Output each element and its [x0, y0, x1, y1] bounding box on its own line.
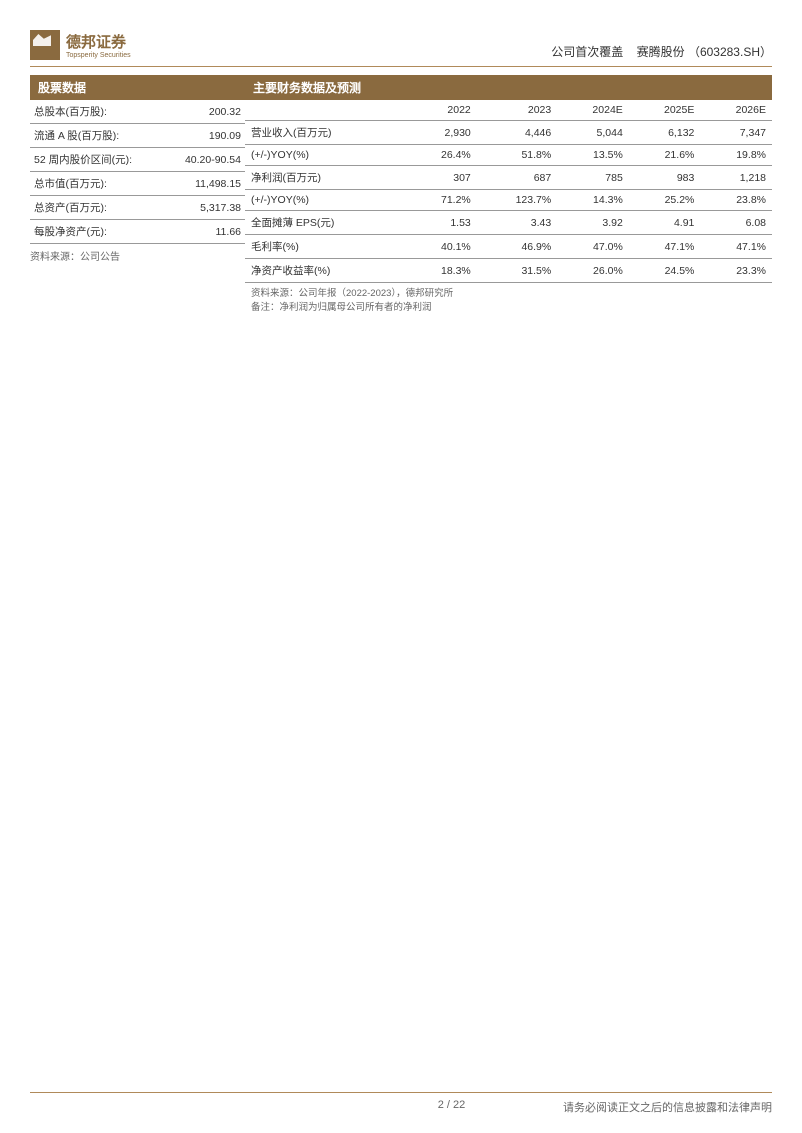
financials-table: 202220232024E2025E2026E 营业收入(百万元)2,9304,… — [245, 100, 772, 283]
stock-value: 11,498.15 — [164, 172, 245, 196]
fin-cell: 23.8% — [700, 190, 772, 211]
stock-data-source: 资料来源：公司公告 — [30, 244, 245, 267]
stock-value: 190.09 — [164, 124, 245, 148]
fin-cell: 51.8% — [477, 145, 557, 166]
stock-data-title: 股票数据 — [30, 75, 245, 100]
fin-row-label: 净利润(百万元) — [245, 166, 406, 190]
logo-text-main: 德邦证券 — [66, 31, 131, 52]
fin-cell: 2,930 — [406, 121, 477, 145]
fin-cell: 14.3% — [557, 190, 629, 211]
fin-row: 毛利率(%)40.1%46.9%47.0%47.1%47.1% — [245, 235, 772, 259]
fin-cell: 47.1% — [700, 235, 772, 259]
fin-row-label: (+/-)YOY(%) — [245, 145, 406, 166]
stock-row: 总股本(百万股):200.32 — [30, 100, 245, 124]
fin-cell: 19.8% — [700, 145, 772, 166]
stock-label: 每股净资产(元): — [30, 220, 164, 244]
fin-cell: 24.5% — [629, 259, 701, 283]
stock-label: 总市值(百万元): — [30, 172, 164, 196]
fin-cell: 3.43 — [477, 211, 557, 235]
fin-cell: 4.91 — [629, 211, 701, 235]
stock-label: 流通 A 股(百万股): — [30, 124, 164, 148]
fin-row: 净利润(百万元)3076877859831,218 — [245, 166, 772, 190]
fin-cell: 18.3% — [406, 259, 477, 283]
ticker-code: （603283.SH） — [688, 45, 772, 59]
financials-title: 主要财务数据及预测 — [245, 75, 772, 100]
fin-year-header: 2023 — [477, 100, 557, 121]
logo-text-sub: Topsperity Securities — [66, 52, 131, 59]
fin-cell: 6,132 — [629, 121, 701, 145]
fin-row-label: 全面摊薄 EPS(元) — [245, 211, 406, 235]
fin-cell: 21.6% — [629, 145, 701, 166]
fin-cell: 123.7% — [477, 190, 557, 211]
fin-row-label: (+/-)YOY(%) — [245, 190, 406, 211]
fin-cell: 687 — [477, 166, 557, 190]
fin-cell: 3.92 — [557, 211, 629, 235]
fin-header-blank — [245, 100, 406, 121]
fin-cell: 26.0% — [557, 259, 629, 283]
company-name: 赛腾股份 — [637, 45, 685, 59]
fin-cell: 47.1% — [629, 235, 701, 259]
financials-note-2: 备注：净利润为归属母公司所有者的净利润 — [251, 301, 772, 315]
fin-row: (+/-)YOY(%)26.4%51.8%13.5%21.6%19.8% — [245, 145, 772, 166]
fin-year-header: 2022 — [406, 100, 477, 121]
stock-label: 52 周内股价区间(元): — [30, 148, 164, 172]
fin-cell: 40.1% — [406, 235, 477, 259]
coverage-type: 公司首次覆盖 — [551, 45, 623, 59]
fin-year-header: 2025E — [629, 100, 701, 121]
fin-cell: 47.0% — [557, 235, 629, 259]
fin-year-header: 2024E — [557, 100, 629, 121]
fin-cell: 785 — [557, 166, 629, 190]
stock-row: 总市值(百万元):11,498.15 — [30, 172, 245, 196]
page-footer: 2 / 22 请务必阅读正文之后的信息披露和法律声明 — [30, 1092, 772, 1115]
company-logo-icon — [30, 30, 60, 60]
fin-row: (+/-)YOY(%)71.2%123.7%14.3%25.2%23.8% — [245, 190, 772, 211]
stock-data-table: 总股本(百万股):200.32流通 A 股(百万股):190.0952 周内股价… — [30, 100, 245, 244]
fin-row-label: 营业收入(百万元) — [245, 121, 406, 145]
stock-row: 流通 A 股(百万股):190.09 — [30, 124, 245, 148]
stock-value: 200.32 — [164, 100, 245, 124]
stock-row: 52 周内股价区间(元):40.20-90.54 — [30, 148, 245, 172]
stock-value: 40.20-90.54 — [164, 148, 245, 172]
stock-label: 总股本(百万股): — [30, 100, 164, 124]
financials-note-1: 资料来源：公司年报（2022-2023），德邦研究所 — [251, 287, 772, 301]
footer-disclaimer: 请务必阅读正文之后的信息披露和法律声明 — [563, 1099, 772, 1115]
fin-cell: 5,044 — [557, 121, 629, 145]
fin-row-label: 净资产收益率(%) — [245, 259, 406, 283]
stock-label: 总资产(百万元): — [30, 196, 164, 220]
fin-cell: 1.53 — [406, 211, 477, 235]
fin-row: 净资产收益率(%)18.3%31.5%26.0%24.5%23.3% — [245, 259, 772, 283]
fin-cell: 7,347 — [700, 121, 772, 145]
page-number: 2 / 22 — [438, 1099, 466, 1115]
fin-cell: 71.2% — [406, 190, 477, 211]
stock-value: 11.66 — [164, 220, 245, 244]
fin-cell: 23.3% — [700, 259, 772, 283]
fin-cell: 46.9% — [477, 235, 557, 259]
fin-cell: 13.5% — [557, 145, 629, 166]
stock-row: 每股净资产(元):11.66 — [30, 220, 245, 244]
fin-cell: 25.2% — [629, 190, 701, 211]
logo-block: 德邦证券 Topsperity Securities — [30, 30, 131, 60]
fin-cell: 1,218 — [700, 166, 772, 190]
fin-row-label: 毛利率(%) — [245, 235, 406, 259]
stock-row: 总资产(百万元):5,317.38 — [30, 196, 245, 220]
fin-year-header: 2026E — [700, 100, 772, 121]
fin-cell: 31.5% — [477, 259, 557, 283]
fin-cell: 307 — [406, 166, 477, 190]
fin-cell: 26.4% — [406, 145, 477, 166]
page-header: 德邦证券 Topsperity Securities 公司首次覆盖 赛腾股份 （… — [30, 30, 772, 67]
fin-cell: 4,446 — [477, 121, 557, 145]
stock-value: 5,317.38 — [164, 196, 245, 220]
fin-row: 全面摊薄 EPS(元)1.533.433.924.916.08 — [245, 211, 772, 235]
fin-cell: 6.08 — [700, 211, 772, 235]
fin-row: 营业收入(百万元)2,9304,4465,0446,1327,347 — [245, 121, 772, 145]
fin-cell: 983 — [629, 166, 701, 190]
header-right: 公司首次覆盖 赛腾股份 （603283.SH） — [551, 43, 772, 60]
